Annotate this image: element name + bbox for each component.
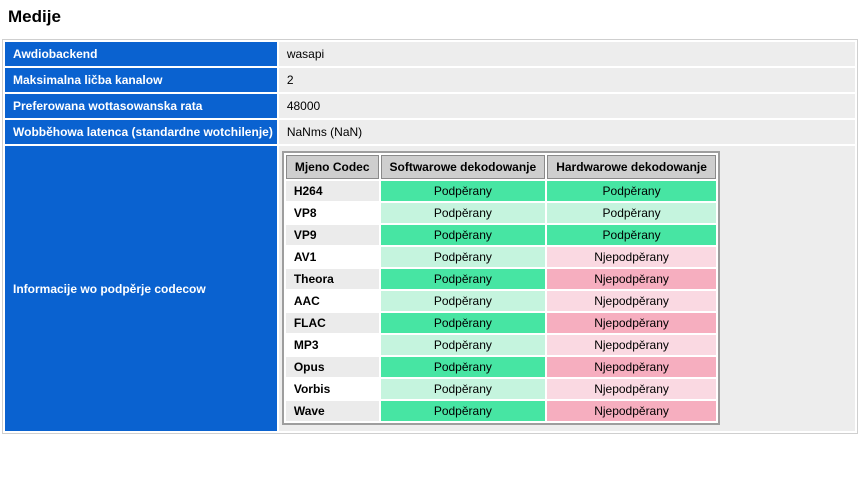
software-decoding-status-cell: Podpěrany: [380, 225, 546, 245]
codec-table-header-row: Mjeno Codec Softwarowe dekodowanje Hardwar…: [285, 155, 716, 179]
hardware-decoding-status-cell: Podpěrany: [547, 203, 716, 223]
codec-section-row: Informacije wo podpěrje codecow Mjeno Cod…: [5, 146, 855, 431]
codec-row: Wave Podpěrany Njepodpěrany: [285, 401, 716, 421]
codec-row: FLAC Podpěrany Njepodpěrany: [285, 313, 716, 333]
codec-name-cell: AAC: [285, 291, 379, 311]
codec-section-cell: Mjeno Codec Softwarowe dekodowanje Hardwar…: [278, 146, 855, 431]
codec-name-cell: H264: [285, 181, 379, 201]
codec-row: AAC Podpěrany Njepodpěrany: [285, 291, 716, 311]
info-row: Preferowana wottasowanska rata 48000: [5, 94, 855, 118]
codec-row: VP9 Podpěrany Podpěrany: [285, 225, 716, 245]
media-info-table-body: Awdiobackend wasapi Maksimalna ličba kanal…: [5, 42, 855, 431]
info-row-value: 2: [278, 68, 855, 92]
info-row-label: Awdiobackend: [5, 42, 277, 66]
software-decoding-status-cell: Podpěrany: [380, 269, 546, 289]
software-decoding-status-cell: Podpěrany: [380, 181, 546, 201]
info-row-label: Wobběhowa latenca (standardne wotchilenj…: [5, 120, 277, 144]
codec-table: Mjeno Codec Softwarowe dekodowanje Hardwar…: [281, 151, 720, 425]
codec-name-cell: Opus: [285, 357, 379, 377]
codec-row: VP8 Podpěrany Podpěrany: [285, 203, 716, 223]
software-decoding-status-cell: Podpěrany: [380, 379, 546, 399]
software-decoding-status-cell: Podpěrany: [380, 335, 546, 355]
hardware-decoding-status-cell: Njepodpěrany: [547, 357, 716, 377]
codec-row: AV1 Podpěrany Njepodpěrany: [285, 247, 716, 267]
info-row: Wobběhowa latenca (standardne wotchilenj…: [5, 120, 855, 144]
info-row: Awdiobackend wasapi: [5, 42, 855, 66]
hardware-decoding-status-cell: Podpěrany: [547, 225, 716, 245]
hardware-decoding-status-cell: Podpěrany: [547, 181, 716, 201]
info-row-value: 48000: [278, 94, 855, 118]
codec-name-column-header: Mjeno Codec: [285, 155, 379, 179]
info-row-value: wasapi: [278, 42, 855, 66]
codec-table-body: H264 Podpěrany Podpěrany VP8 Podpěrany Podpěr…: [285, 181, 716, 421]
codec-name-cell: AV1: [285, 247, 379, 267]
info-row: Maksimalna ličba kanalow 2: [5, 68, 855, 92]
hardware-decoding-status-cell: Njepodpěrany: [547, 401, 716, 421]
codec-table-head: Mjeno Codec Softwarowe dekodowanje Hardwar…: [285, 155, 716, 179]
hardware-decoding-status-cell: Njepodpěrany: [547, 247, 716, 267]
hardware-decoding-status-cell: Njepodpěrany: [547, 379, 716, 399]
codec-name-cell: VP8: [285, 203, 379, 223]
hardware-decoding-status-cell: Njepodpěrany: [547, 269, 716, 289]
codec-row: Vorbis Podpěrany Njepodpěrany: [285, 379, 716, 399]
software-decoding-status-cell: Podpěrany: [380, 291, 546, 311]
codec-name-cell: VP9: [285, 225, 379, 245]
codec-name-cell: Wave: [285, 401, 379, 421]
info-row-label: Maksimalna ličba kanalow: [5, 68, 277, 92]
codec-name-cell: Theora: [285, 269, 379, 289]
codec-name-cell: Vorbis: [285, 379, 379, 399]
codec-row: MP3 Podpěrany Njepodpěrany: [285, 335, 716, 355]
software-decoding-status-cell: Podpěrany: [380, 313, 546, 333]
hardware-decoding-column-header: Hardwarowe dekodowanje: [547, 155, 716, 179]
codec-name-cell: MP3: [285, 335, 379, 355]
codec-section-label: Informacije wo podpěrje codecow: [5, 146, 277, 431]
info-row-value: NaNms (NaN): [278, 120, 855, 144]
page-title: Medije: [8, 7, 61, 26]
media-info-table: Awdiobackend wasapi Maksimalna ličba kanal…: [2, 39, 858, 434]
hardware-decoding-status-cell: Njepodpěrany: [547, 291, 716, 311]
codec-row: Theora Podpěrany Njepodpěrany: [285, 269, 716, 289]
codec-row: Opus Podpěrany Njepodpěrany: [285, 357, 716, 377]
codec-name-cell: FLAC: [285, 313, 379, 333]
codec-row: H264 Podpěrany Podpěrany: [285, 181, 716, 201]
hardware-decoding-status-cell: Njepodpěrany: [547, 313, 716, 333]
software-decoding-status-cell: Podpěrany: [380, 247, 546, 267]
software-decoding-column-header: Softwarowe dekodowanje: [380, 155, 546, 179]
info-row-label: Preferowana wottasowanska rata: [5, 94, 277, 118]
software-decoding-status-cell: Podpěrany: [380, 357, 546, 377]
software-decoding-status-cell: Podpěrany: [380, 401, 546, 421]
software-decoding-status-cell: Podpěrany: [380, 203, 546, 223]
hardware-decoding-status-cell: Njepodpěrany: [547, 335, 716, 355]
